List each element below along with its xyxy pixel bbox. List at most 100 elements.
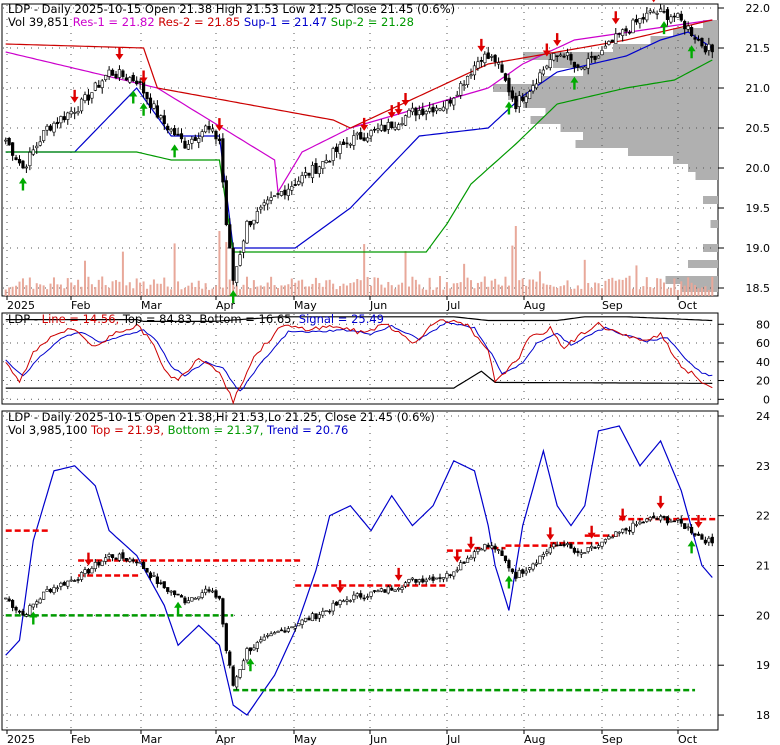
price-ytick-label: 20.5 xyxy=(746,122,771,135)
price-candle-body xyxy=(83,94,87,101)
price-ytick-label: 21.0 xyxy=(746,82,771,95)
volume-bar xyxy=(504,276,507,296)
price-buy-arrow xyxy=(139,102,148,116)
volume-bar xyxy=(77,279,80,296)
price-candle-body xyxy=(565,52,570,56)
trend-xtick-label: Aug xyxy=(524,733,545,745)
price-candle-body xyxy=(217,138,222,141)
price-candle-body xyxy=(559,54,563,57)
volume-bar xyxy=(690,282,693,296)
price-candle-body xyxy=(683,21,687,30)
trend-candle-body xyxy=(35,601,39,605)
trend-candle-body xyxy=(52,587,56,593)
volume-bar xyxy=(287,284,290,296)
price-candle-body xyxy=(100,80,104,88)
volume-bar xyxy=(552,286,555,296)
volume-bar xyxy=(635,265,638,296)
trend-candle-body xyxy=(607,536,611,540)
price-candle-body xyxy=(576,64,580,68)
trend-candle-body xyxy=(359,593,363,598)
trend-candle-body xyxy=(703,539,707,544)
trend-candle-body xyxy=(348,600,352,602)
price-candle-body xyxy=(572,61,577,68)
trend-candle-body xyxy=(521,569,525,574)
volume-bar xyxy=(621,279,624,296)
price-candle-body xyxy=(293,184,297,186)
price-candle-body xyxy=(507,77,511,93)
volume-bar xyxy=(321,286,324,296)
price-candle-body xyxy=(610,39,614,43)
volume-bar xyxy=(590,287,593,296)
volume-bar xyxy=(304,286,307,296)
trend-candle-body xyxy=(510,568,514,573)
price-candle-body xyxy=(707,43,711,51)
volume-profile-bar xyxy=(710,220,718,228)
trend-candle-body xyxy=(334,601,339,606)
trend-candle-body xyxy=(397,588,401,590)
trend-legend-line2-item: Top = 21.93, xyxy=(87,423,164,437)
price-xtick-label: Mar xyxy=(141,299,162,312)
price-candle-body xyxy=(658,8,663,12)
volume-bar xyxy=(135,278,138,296)
trend-candle-body xyxy=(121,552,125,559)
price-candle-body xyxy=(90,92,94,99)
volume-bar xyxy=(669,287,672,296)
volume-bar xyxy=(256,286,259,296)
trend-candle-body xyxy=(238,669,242,678)
volume-bar xyxy=(566,280,569,296)
price-candle-body xyxy=(555,55,559,57)
volume-profile-bar xyxy=(523,52,718,60)
price-candle-body xyxy=(152,103,156,109)
volume-bar xyxy=(156,283,159,296)
trend-candle-body xyxy=(486,544,490,548)
price-sell-arrow xyxy=(70,89,79,103)
trend-candle-body xyxy=(614,531,618,537)
trend-sell-arrow xyxy=(546,527,555,541)
trend-candle-body xyxy=(231,666,235,686)
volume-bar xyxy=(204,283,207,296)
trend-candle-body xyxy=(569,543,573,549)
support-2-line xyxy=(5,59,713,253)
trend-candle-body xyxy=(93,562,97,570)
trend-candle-body xyxy=(141,561,146,569)
price-candle-body xyxy=(262,202,266,206)
volume-bar xyxy=(28,277,31,296)
volume-bar xyxy=(704,286,707,296)
price-candle-body xyxy=(197,138,201,143)
volume-bar xyxy=(680,281,683,296)
price-candle-body xyxy=(59,116,63,124)
price-candle-body xyxy=(631,19,635,34)
trend-ytick-label: 18 xyxy=(756,709,770,722)
price-candle-body xyxy=(424,110,428,115)
trend-ytick-label: 21 xyxy=(756,560,770,573)
price-candle-body xyxy=(79,98,84,112)
volume-bar xyxy=(628,275,631,296)
trend-candle-body xyxy=(128,558,132,562)
volume-bar xyxy=(170,289,173,296)
trend-candle-body xyxy=(500,550,504,556)
trend-candle-body xyxy=(4,597,8,600)
trend-candle-body xyxy=(352,594,356,600)
volume-bar xyxy=(218,231,221,296)
trend-candle-body xyxy=(183,597,187,604)
price-candle-body xyxy=(552,53,556,61)
stoch-ytick-label: 20 xyxy=(756,375,770,388)
volume-bar xyxy=(649,287,652,296)
price-candle-body xyxy=(593,55,597,60)
price-candle-body xyxy=(279,191,284,196)
price-candle-body xyxy=(252,219,256,225)
volume-bar xyxy=(487,286,490,296)
trend-candle-body xyxy=(45,589,49,592)
price-candle-body xyxy=(245,220,249,244)
price-candle-body xyxy=(166,125,170,131)
volume-profile-bar xyxy=(538,76,718,84)
volume-bar xyxy=(128,282,131,296)
price-candle-body xyxy=(338,143,342,154)
volume-bar xyxy=(225,242,228,296)
volume-bar xyxy=(683,285,686,296)
price-candle-body xyxy=(69,111,73,115)
price-sell-arrow xyxy=(553,33,562,47)
price-candle-body xyxy=(169,128,173,132)
trend-frame xyxy=(1,410,719,731)
